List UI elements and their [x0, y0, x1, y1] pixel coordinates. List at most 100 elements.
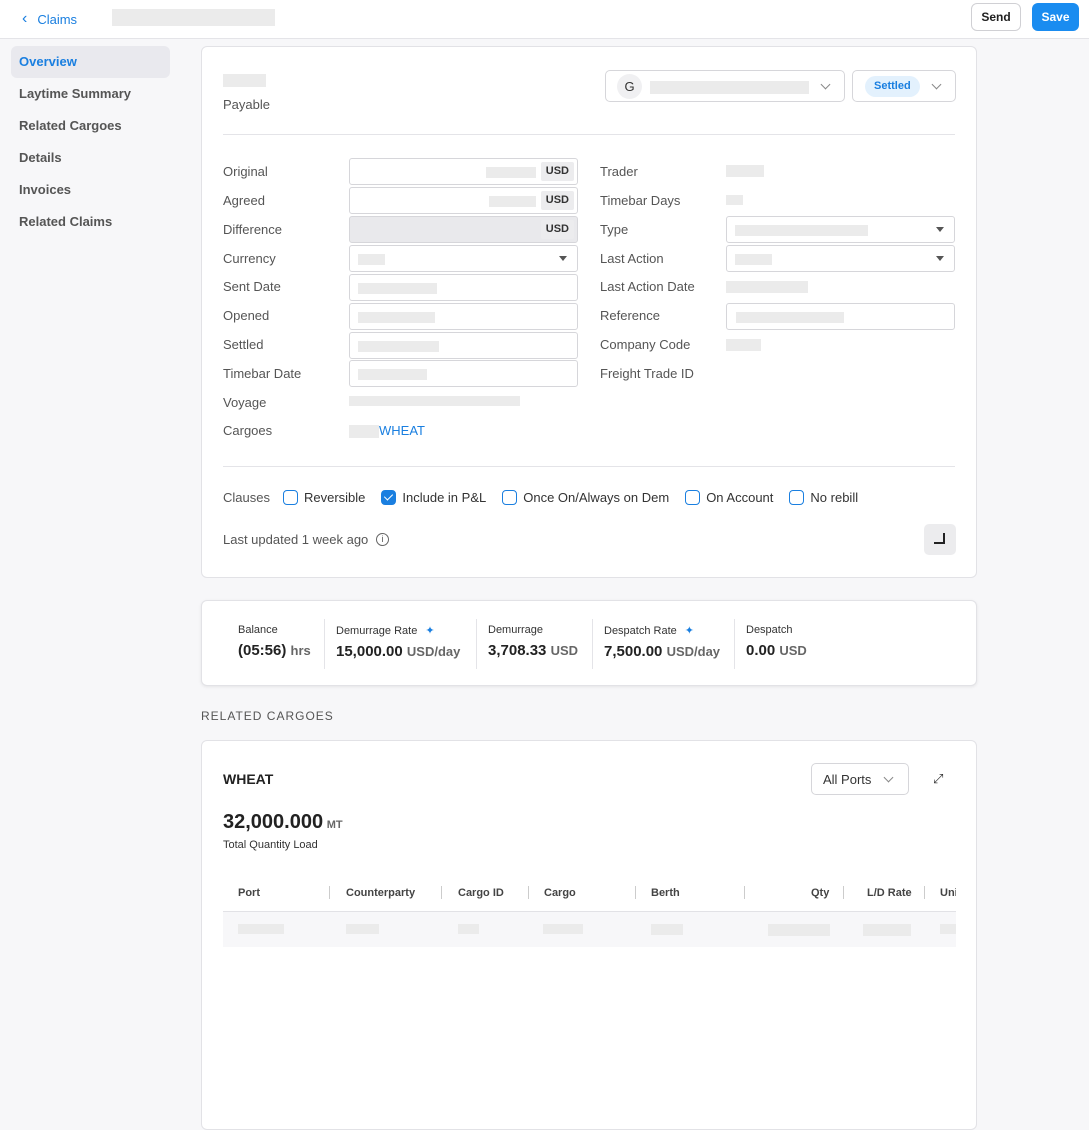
cargo-table: Port Counterparty Cargo ID Cargo Berth Q… [223, 741, 956, 961]
sidebar-item-invoices[interactable]: Invoices [19, 182, 72, 197]
reference-label: Reference [600, 308, 660, 323]
stat-unit: USD/day [406, 644, 461, 659]
trader-label: Trader [600, 164, 638, 179]
sidebar-nav: Overview Laytime Summary Related Cargoes… [11, 46, 170, 238]
stat-value: 15,000.00 [336, 643, 403, 660]
currency-select[interactable] [349, 245, 578, 272]
settled-input[interactable] [349, 332, 578, 359]
trader-placeholder [726, 165, 764, 177]
cargo-link-wheat[interactable]: WHEAT [379, 423, 425, 438]
clause-once-on-always-on-dem[interactable]: Once On/Always on Dem [502, 490, 669, 505]
total-quantity: 32,000.000 MT [223, 811, 343, 834]
sidebar-item-related-claims[interactable]: Related Claims [19, 214, 113, 229]
currency-label: Currency [223, 251, 276, 266]
sent-date-label: Sent Date [223, 279, 281, 294]
quantity-value: 32,000.000 [223, 811, 324, 833]
sidebar-item-related-cargoes[interactable]: Related Cargoes [19, 118, 122, 133]
column-header-berth[interactable]: Berth [651, 887, 680, 899]
timebar-date-input[interactable] [349, 360, 578, 387]
status-badge: Settled [865, 76, 920, 97]
top-bar: ‹ Claims Send Save [0, 0, 1089, 39]
ports-select[interactable]: All Ports [811, 763, 909, 795]
cargo-placeholder [349, 425, 379, 438]
divider [223, 134, 955, 135]
clauses-row: Clauses Reversible Include in P&L Once O… [223, 490, 874, 505]
status-select[interactable]: Settled [852, 70, 956, 102]
clause-reversible[interactable]: Reversible [282, 490, 365, 505]
timebar-days-placeholder [726, 195, 743, 205]
column-header-cargo[interactable]: Cargo [544, 887, 576, 899]
claim-title-placeholder [112, 9, 275, 26]
stat-label: Balance [238, 624, 278, 636]
sparkle-icon[interactable]: ✦ [425, 625, 435, 637]
collapse-button[interactable] [924, 524, 956, 555]
checkbox[interactable] [282, 490, 298, 505]
freight-trade-id-label: Freight Trade ID [600, 366, 694, 381]
claim-card: Payable G Settled Original USD Agreed US… [201, 46, 977, 578]
stat-label: Despatch Rate [604, 625, 677, 637]
quantity-label: Total Quantity Load [223, 839, 318, 851]
sidebar-item-details[interactable]: Details [19, 150, 62, 165]
reference-input[interactable] [726, 303, 955, 330]
clause-label: No rebill [810, 490, 859, 505]
column-header-counterparty[interactable]: Counterparty [346, 887, 416, 899]
checkbox[interactable] [789, 490, 805, 505]
sidebar-item-overview[interactable]: Overview [11, 46, 170, 78]
checkbox[interactable] [502, 490, 518, 505]
stat-value: (05:56) [238, 642, 287, 659]
chevron-down-icon [931, 79, 942, 90]
back-label: Claims [37, 11, 78, 27]
back-to-claims-link[interactable]: ‹ Claims [22, 10, 77, 28]
column-header-qty[interactable]: Qty [811, 887, 830, 899]
checkbox-checked[interactable] [381, 490, 397, 505]
clause-on-account[interactable]: On Account [685, 490, 773, 505]
stat-unit: USD [550, 643, 579, 658]
send-button[interactable]: Send [971, 3, 1021, 31]
caret-down-icon [936, 227, 944, 232]
last-action-select[interactable] [726, 245, 955, 272]
original-input[interactable]: USD [349, 158, 578, 185]
stat-value: 3,708.33 [488, 642, 547, 659]
currency-unit: USD [540, 220, 574, 239]
opened-input[interactable] [349, 303, 578, 330]
stat-unit: USD [779, 643, 807, 658]
agreed-input[interactable]: USD [349, 187, 578, 214]
counterparty-avatar: G [617, 74, 642, 99]
timebar-days-label: Timebar Days [600, 193, 681, 208]
clause-label: Include in P&L [402, 490, 487, 505]
counterparty-select[interactable]: G [605, 70, 845, 102]
column-header-cargo-id[interactable]: Cargo ID [458, 887, 504, 899]
timebar-date-label: Timebar Date [223, 366, 302, 381]
currency-unit: USD [540, 162, 574, 181]
table-row[interactable] [223, 911, 956, 947]
stat-balance: Balance (05:56) hrs [238, 601, 311, 685]
expand-icon[interactable]: ⤢ [933, 771, 944, 786]
checkbox[interactable] [685, 490, 701, 505]
corner-icon [934, 533, 945, 544]
stat-unit: hrs [290, 643, 311, 658]
stat-value: 0.00 [746, 642, 776, 659]
ports-select-value: All Ports [823, 772, 872, 787]
clause-include-in-pl[interactable]: Include in P&L [381, 490, 486, 505]
sent-date-input[interactable] [349, 274, 578, 301]
clauses-label: Clauses [223, 490, 270, 505]
clause-no-rebill[interactable]: No rebill [789, 490, 858, 505]
column-header-unit[interactable]: Uni [940, 887, 956, 899]
save-button[interactable]: Save [1032, 3, 1079, 31]
company-code-label: Company Code [600, 337, 691, 352]
info-icon[interactable]: i [376, 533, 389, 546]
quantity-unit: MT [326, 819, 343, 831]
stat-value: 7,500.00 [604, 643, 663, 660]
sidebar-item-laytime-summary[interactable]: Laytime Summary [19, 86, 131, 101]
type-select[interactable] [726, 216, 955, 243]
column-header-ld-rate[interactable]: L/D Rate [867, 887, 912, 899]
column-header-port[interactable]: Port [238, 887, 260, 899]
original-label: Original [223, 164, 268, 179]
sparkle-icon[interactable]: ✦ [684, 625, 694, 637]
last-action-label: Last Action [600, 251, 664, 266]
currency-unit: USD [540, 191, 574, 210]
difference-input: USD [349, 216, 578, 243]
related-cargoes-heading: RELATED CARGOES [201, 709, 334, 723]
last-action-date-label: Last Action Date [600, 279, 695, 294]
chevron-down-icon [820, 79, 831, 90]
